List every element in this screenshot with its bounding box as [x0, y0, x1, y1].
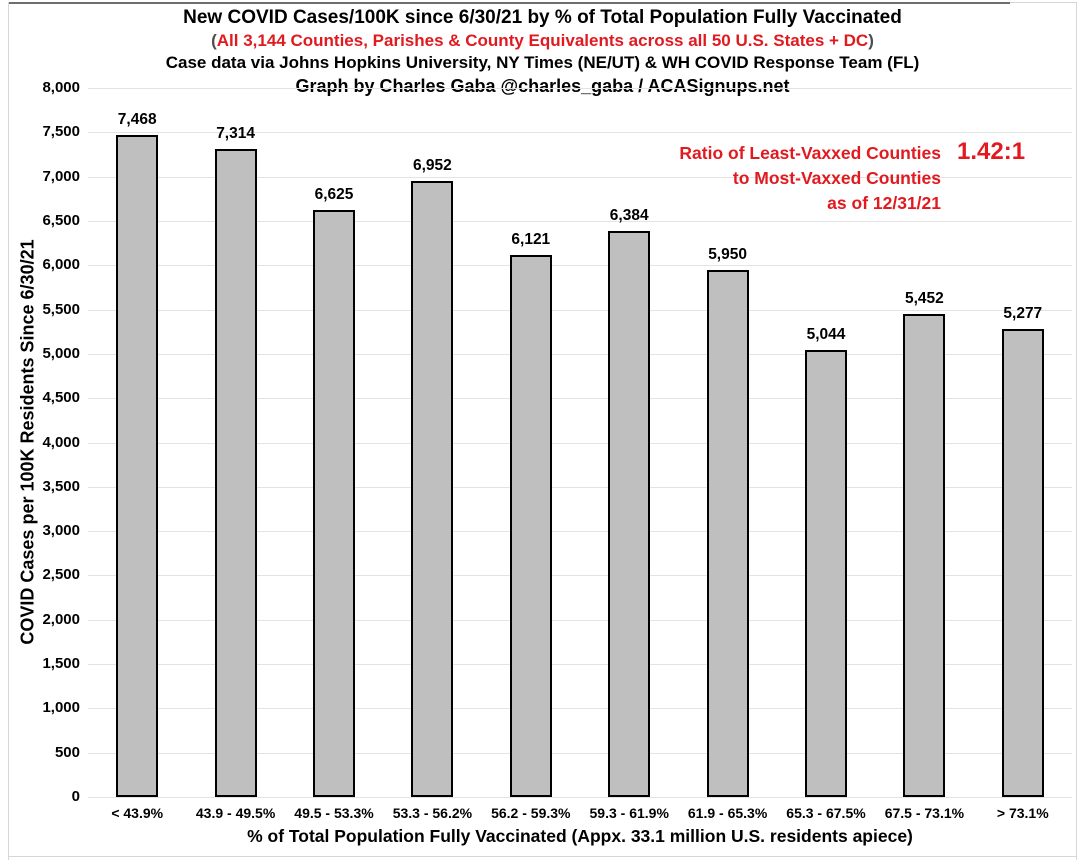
x-tick-label: 49.5 - 53.3%: [294, 805, 374, 821]
bar: [313, 209, 355, 797]
ratio-annotation-line1: Ratio of Least-Vaxxed Counties: [679, 143, 941, 163]
chart-subtitle-counties-text: All 3,144 Counties, Parishes & County Eq…: [216, 31, 869, 50]
frame-bottom-border: [8, 856, 1077, 857]
gridline: [88, 220, 1072, 222]
gridline: [88, 309, 1072, 311]
y-tick-label: 7,000: [42, 167, 80, 185]
x-tick-label: > 73.1%: [996, 805, 1049, 821]
y-tick-label: 8,000: [42, 79, 80, 96]
x-tick-label: 56.2 - 59.3%: [491, 805, 571, 821]
bar: [411, 180, 454, 797]
x-tick-label: 53.3 - 56.2%: [392, 805, 473, 821]
chart-subtitle-counties: (All 3,144 Counties, Parishes & County E…: [8, 30, 1077, 52]
y-tick-label: 3,500: [42, 477, 80, 495]
x-tick-label: < 43.9%: [111, 805, 164, 821]
gridline: [88, 88, 1072, 89]
x-axis-title: % of Total Population Fully Vaccinated (…: [247, 826, 913, 846]
bar: [509, 254, 552, 797]
bar: [608, 231, 651, 797]
y-tick-label: 4,000: [42, 433, 80, 451]
gridline: [88, 752, 1072, 754]
y-tick-label: 2,500: [42, 566, 80, 584]
ratio-annotation-line2: to Most-Vaxxed Counties: [732, 168, 941, 188]
gridline: [88, 353, 1072, 355]
chart-subtitle-sources: Case data via Johns Hopkins University, …: [165, 53, 920, 72]
x-tick-label: 61.9 - 65.3%: [687, 805, 768, 821]
bar: [214, 148, 257, 797]
gridline: [88, 664, 1072, 666]
chart-title: New COVID Cases/100K since 6/30/21 by % …: [183, 7, 902, 28]
y-tick-label: 6,000: [42, 256, 80, 274]
ratio-value: 1.42:1: [957, 138, 1026, 165]
bar: [116, 135, 159, 797]
x-tick-label: 67.5 - 73.1%: [884, 805, 965, 821]
bar-value-label: 5,452: [904, 289, 944, 307]
chart-header: New COVID Cases/100K since 6/30/21 by % …: [8, 6, 1077, 98]
bar-value-label: 6,625: [314, 185, 354, 203]
gridline: [88, 132, 1072, 134]
x-tick-label: 65.3 - 67.5%: [786, 805, 866, 821]
y-tick-label: 500: [54, 743, 80, 761]
gridline: [88, 486, 1072, 488]
x-tick-label: 43.9 - 49.5%: [195, 805, 276, 821]
bar-value-label: 6,384: [609, 207, 649, 225]
bar-value-label: 5,950: [708, 245, 747, 263]
subtitle-paren-open: (: [211, 31, 217, 50]
bar: [706, 269, 749, 797]
y-tick-label: 4,500: [42, 389, 80, 407]
subtitle-paren-close: ): [868, 31, 874, 50]
ratio-annotation-line3: as of 12/31/21: [827, 193, 941, 213]
frame-left-border: [8, 2, 9, 860]
bar: [805, 349, 847, 797]
gridline: [88, 531, 1072, 533]
y-tick-label: 7,500: [42, 123, 80, 141]
y-tick-label: 6,500: [42, 211, 80, 229]
gridline: [88, 265, 1072, 267]
bar: [903, 313, 946, 797]
gridline: [88, 708, 1072, 710]
y-tick-label: 3,000: [42, 522, 80, 540]
y-tick-label: 5,000: [42, 344, 80, 362]
y-tick-label: 1,500: [42, 655, 80, 673]
chart-credit: Graph by Charles Gaba @charles_gaba / AC…: [295, 76, 790, 96]
y-tick-label: 0: [71, 788, 80, 805]
frame-right-border: [1076, 2, 1077, 860]
bar-value-label: 7,468: [117, 111, 157, 129]
gridline: [88, 442, 1072, 444]
y-tick-label: 1,000: [42, 699, 80, 717]
frame-top-border-light: [1010, 2, 1076, 3]
gridline: [88, 619, 1072, 621]
bar-value-label: 6,121: [511, 230, 551, 248]
frame-top-border: [8, 2, 1010, 4]
bar-value-label: 5,044: [806, 325, 846, 343]
y-tick-label: 2,000: [42, 610, 80, 628]
gridline: [88, 797, 1072, 798]
x-tick-label: 59.3 - 61.9%: [589, 805, 669, 821]
bar-value-label: 7,314: [216, 124, 255, 142]
bar-value-label: 6,952: [412, 156, 452, 174]
gridline: [88, 398, 1072, 400]
bar: [1001, 329, 1044, 797]
gridline: [88, 176, 1072, 178]
gridline: [88, 575, 1072, 577]
bar-value-label: 5,277: [1003, 305, 1043, 323]
y-tick-label: 5,500: [42, 300, 80, 318]
ratio-annotation: Ratio of Least-Vaxxed Counties to Most-V…: [521, 141, 941, 216]
